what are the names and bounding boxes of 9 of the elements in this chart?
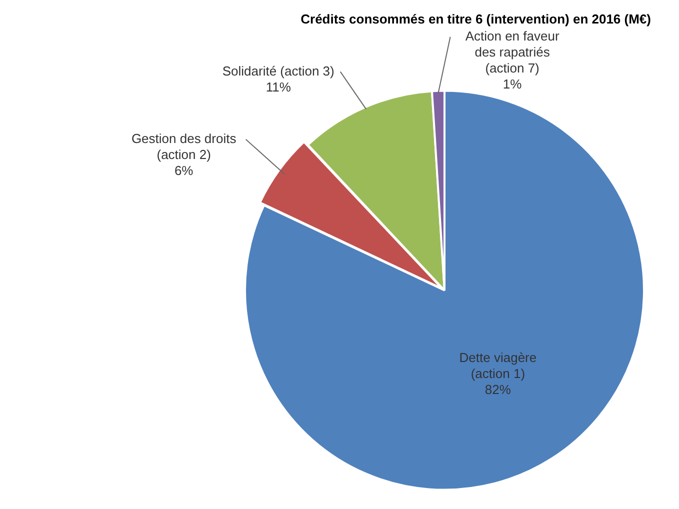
data-label: 82% xyxy=(484,382,512,398)
slice-label: Dette viagère (action 1) xyxy=(459,350,537,382)
slice-label: Action en faveur des rapatriés (action 7) xyxy=(465,28,560,76)
slice-label: Solidarité (action 3) xyxy=(222,63,334,78)
data-label: 11% xyxy=(266,79,292,94)
slice-label: Gestion des droits (action 2) xyxy=(131,130,237,162)
data-label: 6% xyxy=(174,162,194,178)
data-label: 1% xyxy=(502,76,522,92)
chart-title: Crédits consommés en titre 6 (intervention) en 2016 (M€) xyxy=(300,11,651,26)
